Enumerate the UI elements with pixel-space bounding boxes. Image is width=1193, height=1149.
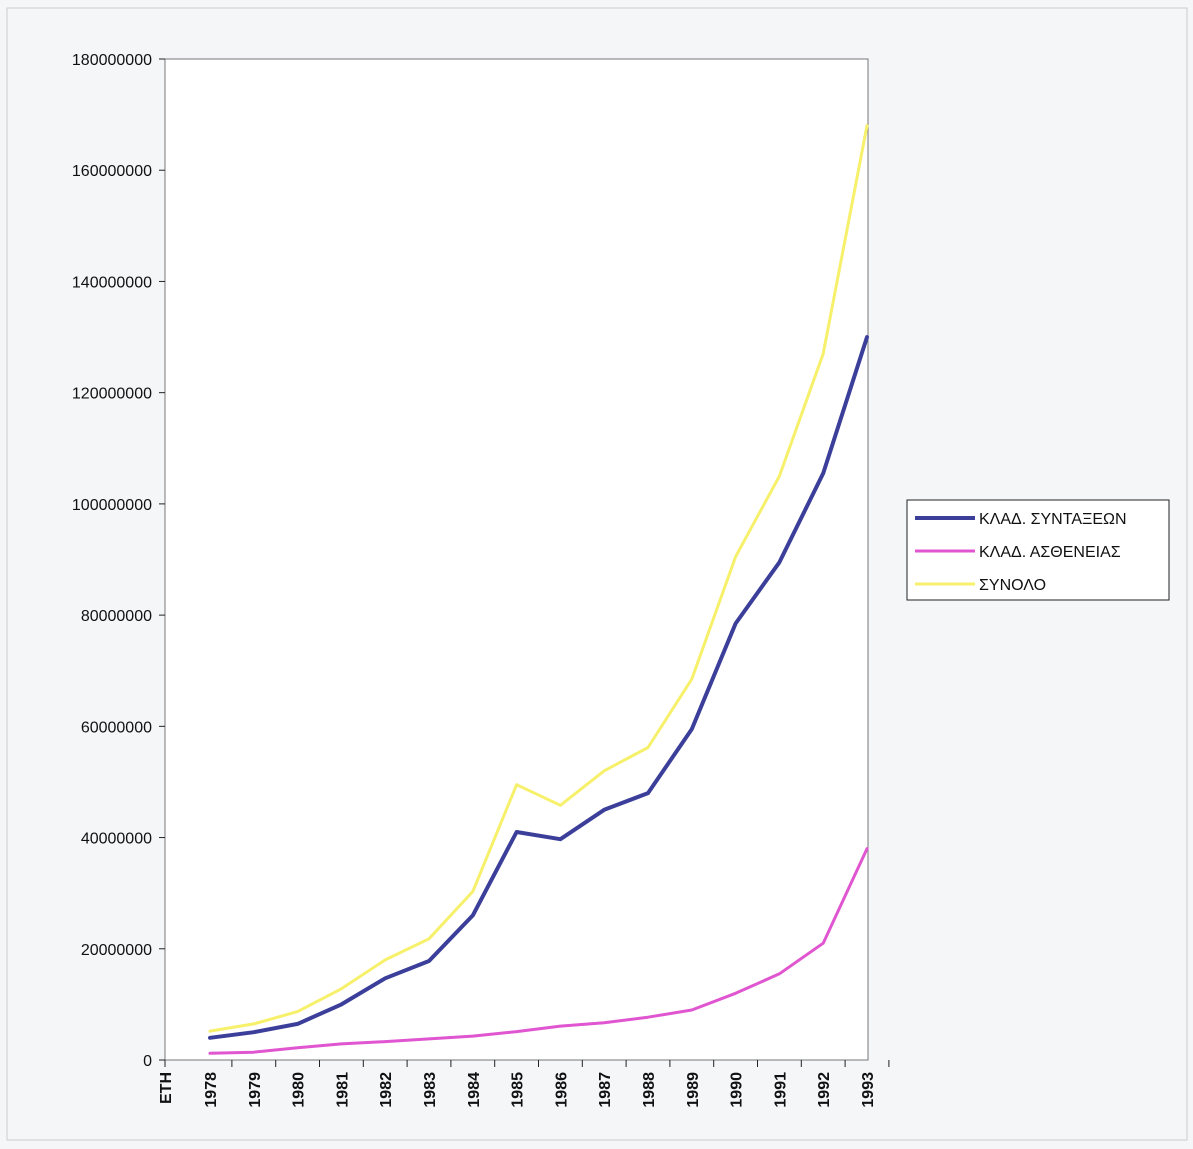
series-line-3: [208, 124, 869, 1033]
y-tick-label: 120000000: [72, 386, 152, 403]
x-tick-label: 1989: [685, 1072, 702, 1108]
y-tick-label: 40000000: [81, 831, 152, 848]
legend-entry-label: ΚΛΑΔ. ΑΣΘΕΝΕΙΑΣ: [979, 544, 1121, 561]
x-tick-label: 1978: [203, 1072, 220, 1108]
x-tick-label: 1992: [816, 1072, 833, 1108]
series-layer: [208, 124, 869, 1055]
legend: ΚΛΑΔ. ΣΥΝΤΑΞΕΩΝ ΚΛΑΔ. ΑΣΘΕΝΕΙΑΣ ΣΥΝΟΛΟ: [906, 499, 1170, 601]
plot-area: [164, 58, 869, 1061]
y-tick-label: 180000000: [72, 52, 152, 69]
x-tick-label: 1985: [510, 1072, 527, 1108]
x-tick-label: 1982: [378, 1072, 395, 1108]
x-axis: ETH 1978 1979 1980 1981 1982 1983 1984 1985 1986 1…: [158, 1060, 890, 1108]
x-tick-label: 1990: [729, 1072, 746, 1108]
x-tick-label: 1983: [422, 1072, 439, 1108]
x-tick-label: 1981: [334, 1072, 351, 1108]
y-tick-label: 0: [143, 1053, 152, 1070]
y-tick-label: 160000000: [72, 163, 152, 180]
y-tick-label: 60000000: [81, 719, 152, 736]
x-tick-label: 1980: [291, 1072, 308, 1108]
y-tick-label: 20000000: [81, 942, 152, 959]
series-line-2: [208, 847, 869, 1055]
y-tick-label: 80000000: [81, 608, 152, 625]
x-tick-label: 1993: [860, 1072, 877, 1108]
x-tick-label: 1979: [247, 1072, 264, 1108]
legend-entry-label: ΣΥΝΟΛΟ: [979, 577, 1046, 594]
x-tick-label: 1987: [597, 1072, 614, 1108]
y-tick-label: 100000000: [72, 497, 152, 514]
x-axis-label: ETH: [158, 1072, 175, 1104]
series-line-1: [208, 335, 869, 1040]
x-tick-label: 1991: [772, 1072, 789, 1108]
legend-entry-label: ΚΛΑΔ. ΣΥΝΤΑΞΕΩΝ: [979, 511, 1127, 528]
y-tick-label: 140000000: [72, 274, 152, 291]
x-tick-label: 1986: [553, 1072, 570, 1108]
x-tick-label: 1988: [641, 1072, 658, 1108]
chart-area-border: [6, 7, 1188, 1141]
x-tick-label: 1984: [466, 1072, 483, 1108]
y-axis: 0 20000000 40000000 60000000 80000000 1000000…: [72, 52, 165, 1070]
